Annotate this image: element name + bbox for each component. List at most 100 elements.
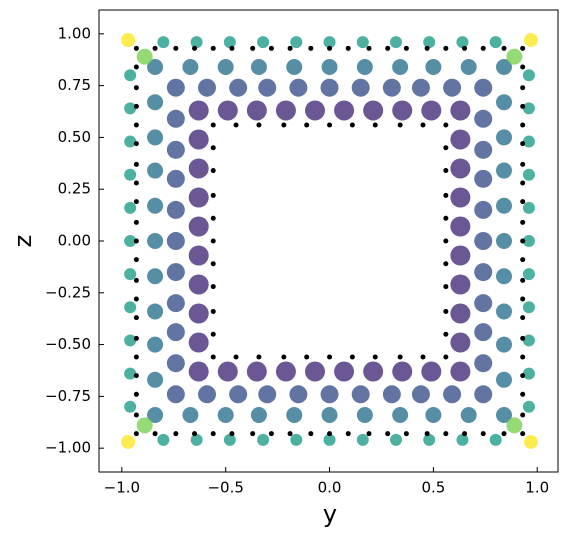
scatter-point (474, 232, 493, 250)
scatter-point (147, 197, 164, 214)
scatter-point (450, 332, 471, 353)
scatter-point (198, 385, 216, 404)
scatter-point (443, 192, 449, 198)
scatter-point (210, 145, 216, 151)
scatter-point (210, 308, 216, 314)
scatter-point (496, 162, 512, 179)
scatter-point (210, 45, 216, 51)
scatter-point (443, 431, 449, 437)
scatter-point (147, 371, 164, 388)
scatter-point (166, 385, 185, 404)
scatter-point (390, 36, 402, 49)
scatter-point (474, 78, 493, 97)
scatter-point (147, 233, 164, 249)
scatter-point (363, 100, 384, 121)
scatter-point (480, 431, 486, 437)
scatter-point (460, 58, 477, 75)
scatter-point (522, 334, 535, 347)
scatter-point (474, 323, 493, 342)
scatter-point (520, 45, 526, 51)
scatter-point (133, 238, 139, 244)
scatter-point (443, 215, 449, 221)
scatter-point (133, 122, 139, 128)
scatter-point (443, 354, 449, 360)
scatter-point (385, 431, 391, 437)
scatter-point (133, 199, 139, 205)
scatter-point (382, 78, 401, 97)
scatter-point (152, 431, 158, 437)
scatter-point (522, 168, 535, 181)
scatter-point (334, 100, 355, 121)
scatter-point (450, 187, 471, 208)
scatter-point (124, 69, 137, 82)
scatter-point (305, 361, 325, 382)
scatter-point (233, 122, 239, 128)
scatter-point (152, 45, 158, 51)
scatter-point (520, 315, 526, 321)
scatter-point (210, 192, 216, 198)
y-axis-label: z (9, 235, 37, 248)
scatter-point (188, 158, 209, 179)
scatter-point (372, 354, 378, 360)
scatter-point (320, 385, 339, 404)
scatter-point (121, 434, 136, 449)
scatter-point (520, 296, 526, 302)
scatter-point (351, 78, 370, 97)
scatter-point (124, 102, 137, 115)
scatter-point (489, 36, 502, 49)
scatter-point (133, 45, 139, 51)
scatter-point (124, 334, 137, 347)
scatter-point (210, 122, 216, 128)
scatter-point (443, 308, 449, 314)
scatter-point (258, 385, 277, 404)
scatter-point (522, 135, 535, 148)
scatter-point (133, 296, 139, 302)
scatter-point (397, 122, 403, 128)
scatter-point (450, 129, 471, 150)
scatter-point (147, 58, 164, 75)
scatter-point (423, 36, 436, 49)
scatter-point (345, 431, 351, 437)
scatter-point (349, 122, 355, 128)
scatter-point (257, 36, 270, 49)
scatter-point (443, 78, 462, 97)
scatter-point (166, 232, 185, 250)
scatter-point (268, 431, 274, 437)
scatter-point (421, 361, 442, 382)
scatter-point (351, 385, 370, 404)
scatter-point (281, 354, 287, 360)
scatter-point (223, 433, 236, 446)
x-tick-label: −1.0 (104, 479, 140, 497)
scatter-point (522, 102, 535, 115)
scatter-point (496, 129, 512, 146)
scatter-point (424, 431, 430, 437)
scatter-point (496, 303, 512, 320)
scatter-point (229, 78, 248, 97)
scatter-point (166, 354, 185, 373)
scatter-point (496, 371, 512, 388)
scatter-point (166, 263, 185, 282)
scatter-point (188, 216, 209, 237)
scatter-point (133, 85, 139, 91)
scatter-point (411, 385, 430, 404)
scatter-point (443, 331, 449, 337)
scatter-point (133, 277, 139, 283)
plot-area (121, 33, 538, 449)
scatter-point (166, 323, 185, 342)
scatter-point (166, 78, 185, 97)
scatter-point (289, 385, 308, 404)
scatter-point (392, 407, 409, 424)
scatter-point (246, 100, 267, 121)
scatter-point (520, 431, 526, 437)
scatter-point (124, 135, 137, 148)
scatter-point (496, 94, 512, 111)
scatter-point (290, 36, 303, 49)
scatter-point (382, 385, 401, 404)
scatter-point (133, 431, 139, 437)
scatter-point (188, 100, 209, 121)
scatter-point (133, 257, 139, 263)
scatter-point (173, 45, 179, 51)
scatter-point (522, 400, 535, 413)
scatter-point (460, 407, 477, 424)
